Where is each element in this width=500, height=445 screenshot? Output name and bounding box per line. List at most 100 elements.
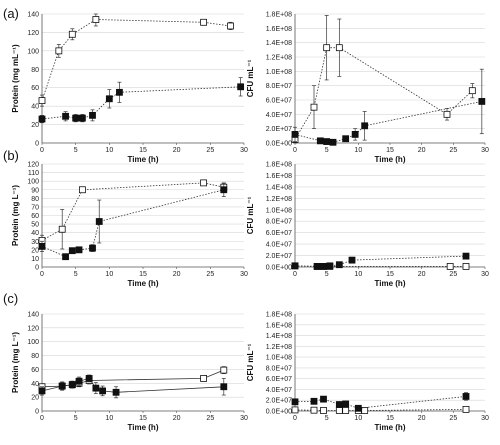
x-tick-label: 15	[139, 415, 147, 422]
panel-label: (c)	[3, 291, 18, 306]
y-tick-label: 60	[31, 367, 39, 374]
data-point-filled	[79, 114, 86, 122]
y-tick-label: 50	[31, 222, 39, 229]
data-point-open	[310, 103, 318, 111]
data-point-filled	[462, 393, 470, 400]
x-tick-label: 5	[325, 147, 329, 154]
data-point-open	[443, 110, 451, 118]
y-tick-label: 4.0E+07	[266, 242, 292, 249]
y-tick-label: 1.6E+08	[266, 173, 292, 180]
data-point-open	[335, 44, 343, 52]
data-point-open	[227, 22, 234, 30]
y-tick-label: 2.0E+07	[266, 126, 292, 133]
data-point-open	[92, 16, 100, 23]
data-point-open	[55, 47, 63, 55]
y-tick-label: 1.2E+08	[266, 196, 292, 203]
data-point-filled	[105, 95, 113, 103]
x-axis-label: Time (h)	[128, 155, 159, 164]
data-point-filled	[116, 88, 123, 96]
x-axis-label: Time (h)	[128, 423, 159, 432]
panel-label: (a)	[3, 6, 19, 21]
data-point-filled	[95, 218, 103, 225]
y-tick-label: 1.6E+08	[266, 26, 292, 33]
data-point-filled	[326, 262, 334, 270]
data-point-filled	[313, 263, 321, 270]
data-point-filled	[320, 263, 327, 270]
x-tick-label: 25	[206, 271, 214, 278]
y-axis-label: CFU mL⁻¹	[246, 343, 255, 381]
y-tick-label: 70	[31, 204, 39, 211]
y-axis-label: CFU mL⁻¹	[246, 59, 255, 97]
y-tick-label: 20	[31, 122, 39, 129]
x-tick-label: 0	[293, 147, 297, 154]
data-point-filled	[89, 244, 96, 252]
x-tick-label: 15	[139, 147, 147, 154]
y-axis-label: Protein (mg L⁻¹)	[11, 332, 20, 393]
series-line	[41, 86, 241, 120]
data-point-open	[361, 407, 369, 414]
y-tick-label: 1.0E+08	[266, 355, 292, 362]
series-open	[38, 179, 228, 250]
y-tick-label: 1.4E+08	[266, 184, 292, 191]
data-point-filled	[462, 252, 470, 260]
x-axis-label: Time (h)	[375, 279, 406, 288]
series-open	[38, 366, 228, 391]
data-point-filled	[58, 382, 66, 390]
x-tick-label: 30	[481, 415, 489, 422]
x-tick-label: 0	[40, 271, 44, 278]
y-tick-label: 1.4E+08	[266, 333, 292, 340]
data-point-open	[200, 179, 208, 187]
y-tick-label: 140	[27, 312, 39, 319]
y-tick-label: 20	[31, 395, 39, 402]
data-point-open	[291, 406, 299, 414]
x-tick-label: 10	[105, 271, 113, 278]
x-tick-label: 20	[418, 271, 426, 278]
series-line	[41, 182, 224, 241]
x-tick-label: 10	[354, 147, 362, 154]
y-tick-label: 0	[35, 409, 39, 416]
data-point-filled	[68, 247, 76, 255]
chart-a-right: 0.0E+00 2.0E+07 4.0E+07 6.0E+07 8.0E+07 1.0E+…	[246, 12, 489, 165]
y-tick-label: 8.0E+07	[266, 219, 292, 226]
x-tick-label: 15	[139, 271, 147, 278]
y-tick-label: 0	[35, 141, 39, 148]
y-tick-label: 100	[27, 48, 39, 55]
data-point-filled	[38, 242, 46, 250]
y-tick-label: 0.0E+00	[266, 141, 292, 148]
data-point-filled	[316, 137, 324, 145]
series-filled	[38, 374, 228, 399]
y-tick-label: 20	[31, 247, 39, 254]
x-tick-label: 20	[173, 415, 181, 422]
y-axis-label: Protein (mg L⁻¹)	[11, 185, 20, 246]
y-tick-label: 80	[31, 353, 39, 360]
series-filled	[291, 252, 470, 270]
y-tick-label: 1.0E+08	[266, 69, 292, 76]
y-tick-label: 4.0E+07	[266, 112, 292, 119]
data-point-filled	[320, 395, 327, 403]
y-tick-label: 1.4E+08	[266, 40, 292, 47]
x-tick-label: 30	[481, 271, 489, 278]
x-tick-label: 0	[40, 147, 44, 154]
x-tick-label: 30	[240, 415, 248, 422]
y-tick-label: 1.2E+08	[266, 344, 292, 351]
x-tick-label: 10	[354, 415, 362, 422]
data-point-filled	[361, 122, 369, 130]
series-filled	[38, 77, 245, 124]
data-point-open	[446, 263, 454, 270]
x-axis-label: Time (h)	[128, 279, 159, 288]
y-tick-label: 120	[27, 325, 39, 332]
data-point-filled	[99, 387, 106, 395]
series-line	[41, 19, 231, 101]
y-tick-label: 30	[31, 239, 39, 246]
chart-c-right: 0.0E+00 2.0E+07 4.0E+07 6.0E+07 8.0E+07 1.0E+…	[246, 312, 489, 433]
x-tick-label: 20	[173, 271, 181, 278]
data-point-filled	[323, 138, 331, 145]
chart-a-left: 0 20 40 60 80 100 120 140 0 5 10 15 20 25 30 Time (h) Pr…	[11, 12, 248, 165]
x-tick-label: 25	[449, 415, 457, 422]
data-point-filled	[62, 112, 69, 120]
x-tick-label: 30	[240, 147, 248, 154]
y-tick-label: 100	[27, 179, 39, 186]
y-tick-label: 1.8E+08	[266, 12, 292, 19]
x-tick-label: 10	[105, 147, 113, 154]
